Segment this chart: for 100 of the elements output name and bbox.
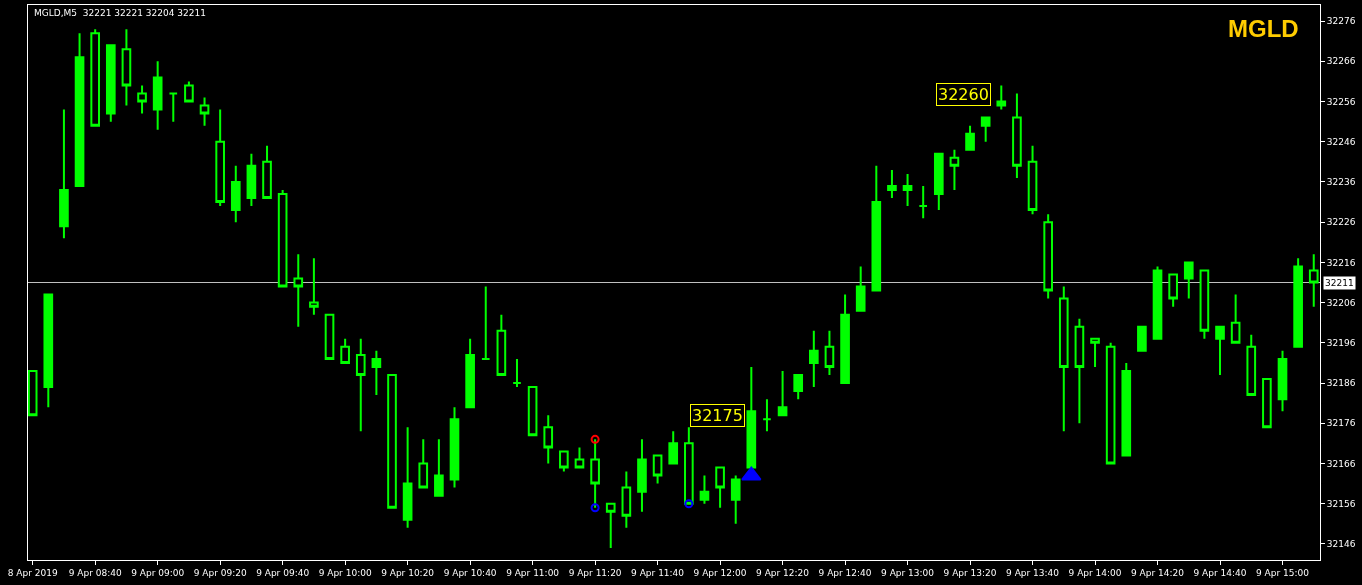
candlestick	[668, 430, 679, 465]
candlestick	[559, 450, 569, 473]
x-tick-label: 9 Apr 13:20	[943, 567, 997, 578]
candlestick	[59, 108, 69, 240]
x-tick-label: 9 Apr 14:40	[1193, 567, 1247, 578]
candlestick	[1121, 361, 1132, 457]
candlestick	[902, 172, 913, 208]
candlestick	[1074, 317, 1085, 425]
candlestick	[965, 124, 975, 151]
candlestick	[652, 454, 663, 485]
candlestick	[1012, 92, 1022, 179]
candlestick	[277, 189, 288, 288]
candlestick	[324, 313, 335, 360]
candlestick	[527, 386, 538, 437]
candlestick	[855, 265, 866, 312]
candlestick	[465, 337, 475, 409]
candlestick	[824, 329, 835, 376]
y-tick-label: 32266	[1326, 56, 1356, 67]
x-tick-label: 9 Apr 08:40	[68, 567, 122, 578]
x-tick-label: 9 Apr 15:00	[1256, 567, 1310, 578]
candlestick	[387, 374, 397, 509]
candlestick	[1308, 253, 1319, 308]
candlestick	[871, 164, 882, 292]
candlestick	[1262, 378, 1272, 429]
candlestick	[621, 470, 632, 529]
x-tick-label: 9 Apr 14:00	[1068, 567, 1122, 578]
candlestick	[168, 92, 179, 123]
candlestick	[74, 32, 85, 187]
candlestick	[1152, 265, 1163, 340]
candlestick	[28, 369, 38, 417]
candlestick	[1199, 269, 1210, 340]
x-tick-label: 9 Apr 10:40	[443, 567, 497, 578]
candlestick	[980, 116, 991, 143]
y-tick-label: 32166	[1326, 458, 1356, 469]
candlestick	[746, 365, 757, 469]
candlestick	[1105, 341, 1116, 465]
candlestick	[1183, 261, 1194, 300]
candlestick	[496, 313, 507, 376]
candlestick	[43, 293, 54, 409]
candlestick	[309, 257, 319, 316]
y-tick-label: 32246	[1326, 136, 1356, 147]
y-tick-label: 32216	[1326, 257, 1356, 268]
candlestick	[918, 184, 929, 220]
y-tick-label: 32226	[1326, 217, 1356, 228]
x-tick-label: 9 Apr 09:00	[131, 567, 185, 578]
x-tick-label: 9 Apr 11:20	[568, 567, 622, 578]
x-tick-label: 9 Apr 09:20	[193, 567, 247, 578]
candlestick	[933, 152, 944, 212]
candlestick	[730, 474, 741, 525]
candlestick	[105, 44, 116, 123]
x-tick-label: 9 Apr 13:40	[1006, 567, 1060, 578]
x-tick-label: 9 Apr 10:20	[381, 567, 435, 578]
y-tick-label: 32156	[1326, 498, 1356, 509]
candlestick	[1230, 293, 1241, 344]
y-tick-label: 32236	[1326, 177, 1356, 188]
candlestick	[184, 80, 194, 103]
y-tick-label: 32146	[1326, 539, 1356, 550]
candlestick	[1027, 144, 1038, 216]
candlestick	[887, 168, 897, 200]
candlestick	[1043, 213, 1053, 300]
candlestick	[121, 28, 132, 107]
x-tick-label: 9 Apr 13:00	[881, 567, 935, 578]
x-tick-label: 9 Apr 11:00	[506, 567, 560, 578]
annotation: MGLD,M5 32221 32221 32204 32211	[34, 8, 206, 18]
candlestick	[574, 446, 585, 469]
x-tick-label: 9 Apr 10:00	[318, 567, 372, 578]
y-tick-label: 32176	[1326, 418, 1356, 429]
candlestick	[137, 84, 147, 115]
candlestick	[449, 406, 460, 489]
candlestick	[699, 474, 710, 505]
candlestick	[215, 108, 225, 208]
candlestick	[1090, 337, 1100, 368]
candlestick	[1215, 325, 1225, 376]
candlestick	[480, 285, 491, 360]
candlestick	[543, 414, 554, 465]
ref-line-label: 32211	[1325, 278, 1354, 288]
candlestick	[1277, 349, 1288, 413]
annotation: 32175	[692, 406, 743, 425]
candlestick	[293, 253, 304, 328]
candlestick	[402, 426, 413, 529]
candlestick	[777, 369, 788, 417]
x-tick-label: 9 Apr 11:40	[631, 567, 685, 578]
candlestick	[637, 438, 647, 513]
x-tick-label: 9 Apr 12:00	[693, 567, 747, 578]
y-tick-label: 32276	[1326, 16, 1356, 27]
candlestick	[90, 28, 101, 127]
y-tick-label: 32196	[1326, 337, 1356, 348]
candlestick	[371, 349, 382, 397]
candlestick	[1137, 325, 1147, 352]
candlestick	[355, 337, 366, 433]
candlestick	[246, 152, 257, 208]
candlestick	[605, 502, 616, 549]
candlestick	[262, 144, 272, 200]
candlestick	[1293, 257, 1303, 348]
candlestick	[762, 398, 772, 433]
annotation: MGLD	[1228, 15, 1299, 42]
candlestick	[340, 337, 350, 364]
candlestick	[512, 357, 522, 389]
x-tick-label: 9 Apr 14:20	[1131, 567, 1185, 578]
candlestick	[715, 466, 725, 509]
